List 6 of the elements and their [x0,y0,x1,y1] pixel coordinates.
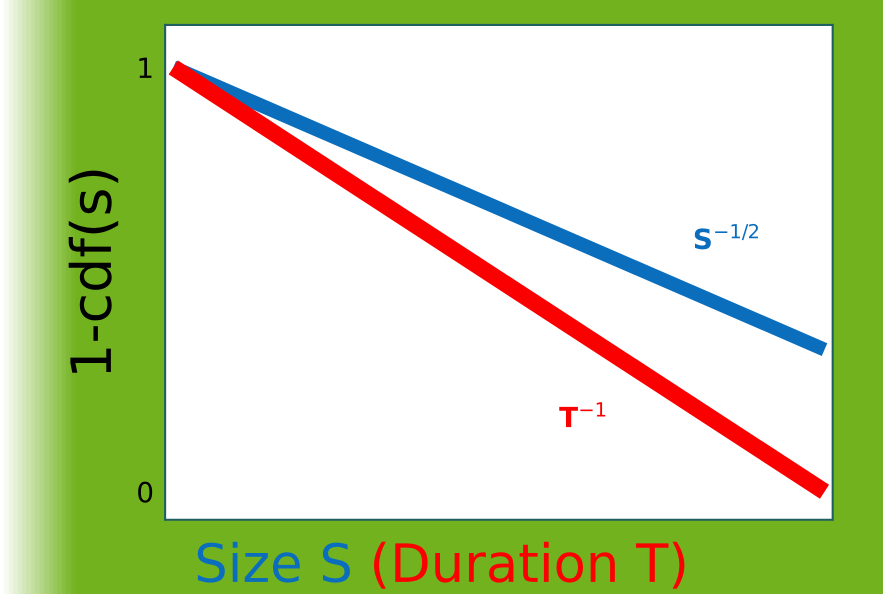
series-label: S$^{−1/2}$ [694,224,758,250]
y-axis-title: 1-cdf(s) [68,170,118,373]
series-label: T$^{−1}$ [559,402,606,428]
y-tick-label: 1 [139,58,152,78]
y-tick-label: 0 [138,482,152,503]
x-axis-title: Size S (Duration T) [198,542,684,589]
